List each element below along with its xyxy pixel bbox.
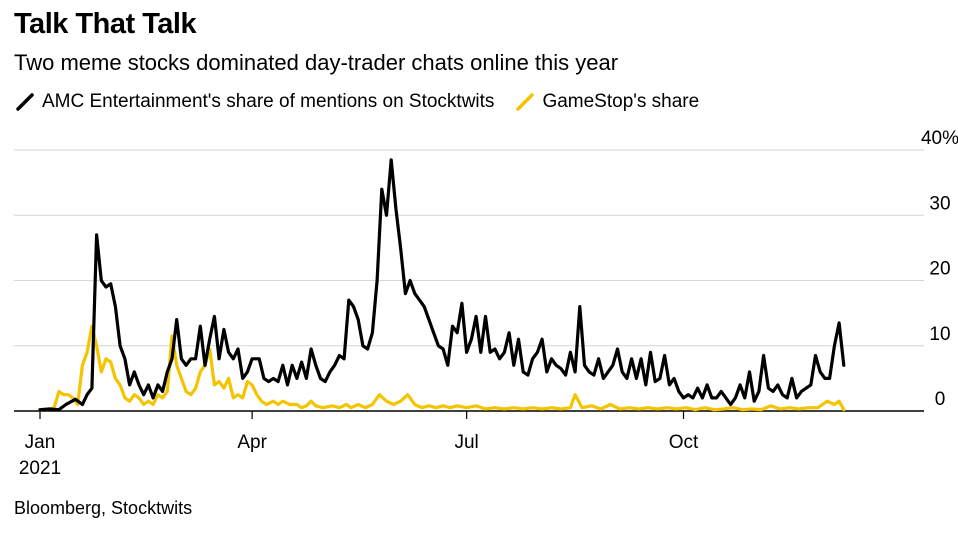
legend-item-amc: AMC Entertainment's share of mentions on…	[14, 91, 494, 113]
x-tick-label: Jan	[25, 432, 56, 453]
series-lines	[38, 158, 846, 412]
y-tick-label: 40%	[921, 128, 958, 149]
series-line-gamestop	[38, 324, 846, 412]
y-tick-label: 10	[929, 324, 950, 345]
x-tick-sublabel: 2021	[19, 458, 61, 479]
series-line-amc	[38, 158, 846, 412]
y-axis: 40% 30 20 10 0	[921, 128, 958, 410]
legend-label-gamestop: GameStop's share	[542, 91, 700, 112]
legend-swatch-gamestop	[516, 93, 535, 111]
legend-item-gamestop: GameStop's share	[514, 91, 699, 113]
legend-label-amc: AMC Entertainment's share of mentions on…	[42, 91, 495, 112]
x-axis: Jan 2021 Apr Jul Oct	[19, 411, 699, 479]
x-tick-label: Apr	[237, 432, 267, 453]
y-tick-label: 30	[929, 193, 950, 214]
legend: AMC Entertainment's share of mentions on…	[14, 91, 719, 113]
x-tick-label: Oct	[669, 432, 699, 453]
y-tick-label: 20	[929, 259, 950, 280]
gridlines	[14, 149, 924, 412]
y-tick-label: 0	[935, 389, 946, 410]
source-note: Bloomberg, Stocktwits	[14, 498, 193, 518]
chart-title: Talk That Talk	[14, 8, 197, 40]
legend-swatch-amc	[16, 93, 34, 111]
chart-subtitle: Two meme stocks dominated day-trader cha…	[14, 50, 619, 75]
x-tick-label: Jul	[454, 432, 478, 453]
